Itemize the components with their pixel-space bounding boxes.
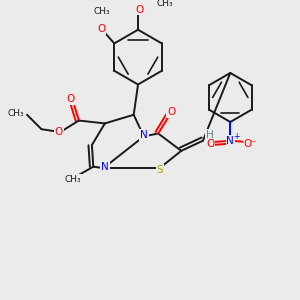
Text: H: H: [206, 130, 214, 140]
Text: CH₃: CH₃: [157, 0, 173, 8]
Text: CH₃: CH₃: [93, 7, 110, 16]
Text: CH₃: CH₃: [65, 175, 82, 184]
Text: O: O: [167, 107, 175, 117]
Text: O: O: [135, 4, 144, 14]
Text: O: O: [66, 94, 74, 104]
Text: O⁻: O⁻: [244, 139, 257, 148]
Text: O: O: [55, 127, 63, 137]
Text: CH₃: CH₃: [8, 109, 24, 118]
Text: N: N: [140, 130, 148, 140]
Text: O: O: [206, 139, 214, 148]
Text: S: S: [156, 165, 163, 175]
Text: N: N: [101, 162, 109, 172]
Text: +: +: [233, 132, 240, 141]
Text: O: O: [97, 24, 106, 34]
Text: N: N: [226, 136, 234, 146]
